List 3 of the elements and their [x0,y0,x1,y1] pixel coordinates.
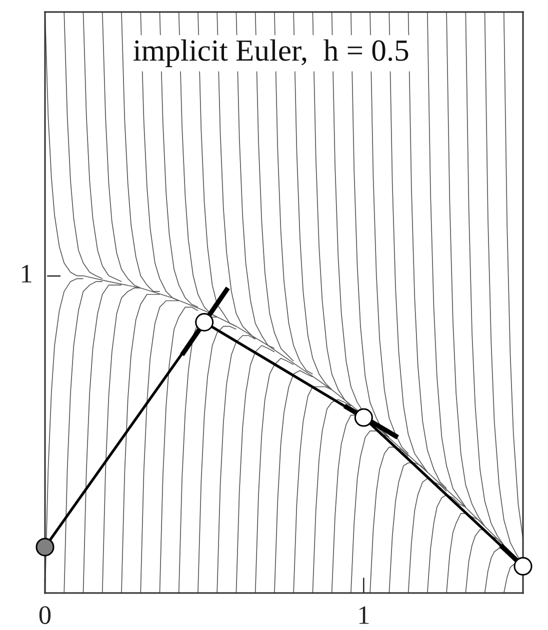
x-tick-label: 0 [39,606,51,624]
text: implicit Euler, h = 0.5 [133,39,408,68]
text: 1 [22,264,32,282]
